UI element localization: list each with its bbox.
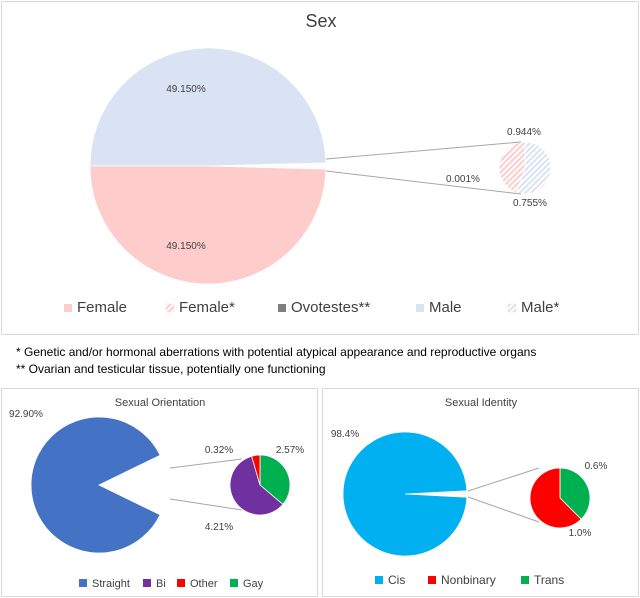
sex-data-label-female: 49.150% bbox=[166, 241, 206, 252]
orientation-connector-top bbox=[169, 458, 243, 469]
orientation-legend-swatch-other bbox=[177, 579, 185, 587]
sex-data-label-ovotestes: 0.001% bbox=[446, 174, 480, 185]
identity-legend-swatch-cis bbox=[375, 576, 383, 584]
identity-legend-label-trans: Trans bbox=[534, 573, 564, 587]
sex-connector-top bbox=[325, 141, 522, 160]
identity-data-label-cis: 98.4% bbox=[331, 429, 359, 440]
sex-chart-panel: Sex 49.150% 49.150% 0.944% 0.001% 0.755% Femal… bbox=[1, 1, 639, 335]
sexual-orientation-chart-panel: Sexual Orientation 92.90% 2.57% 4.21% 0.32% S… bbox=[1, 388, 318, 597]
sexual-identity-pie-chart: Sexual Identity 98.4% 0.6% 1.0% Cis Nonbinary… bbox=[331, 397, 608, 587]
sex-legend-swatch-female-star bbox=[165, 303, 175, 313]
orientation-legend-label-straight: Straight bbox=[92, 578, 130, 590]
orientation-legend-label-bi: Bi bbox=[156, 578, 166, 590]
sex-slice-male-star bbox=[515, 141, 552, 195]
sex-pie-chart: Sex 49.150% 49.150% 0.944% 0.001% 0.755% Femal… bbox=[64, 11, 560, 316]
sex-slice-male bbox=[89, 47, 327, 167]
identity-slice-nonbinary bbox=[529, 467, 582, 529]
identity-connector-bottom bbox=[467, 496, 540, 523]
orientation-slice-straight bbox=[30, 416, 161, 554]
identity-data-label-trans: 0.6% bbox=[585, 461, 608, 472]
identity-legend-swatch-nonbinary bbox=[428, 576, 436, 584]
sex-chart-title: Sex bbox=[305, 11, 336, 31]
sex-slice-female-star bbox=[498, 141, 526, 193]
sex-legend-swatch-female bbox=[64, 304, 72, 312]
identity-slice-cis bbox=[342, 431, 468, 557]
identity-slice-trans bbox=[559, 467, 591, 520]
orientation-chart-title: Sexual Orientation bbox=[115, 397, 206, 409]
sex-slice-female bbox=[89, 165, 327, 285]
identity-legend-label-nonbinary: Nonbinary bbox=[441, 573, 496, 587]
sex-legend-label-female-star: Female* bbox=[179, 299, 235, 316]
sexual-orientation-pie-chart: Sexual Orientation 92.90% 2.57% 4.21% 0.32% S… bbox=[9, 397, 304, 590]
sex-data-label-female-star: 0.755% bbox=[513, 198, 547, 209]
sex-connector-bottom bbox=[325, 170, 522, 195]
orientation-slice-other bbox=[251, 454, 261, 486]
sex-legend-label-male: Male bbox=[429, 299, 462, 316]
orientation-legend-swatch-straight bbox=[79, 579, 87, 587]
sex-legend-swatch-male bbox=[416, 304, 424, 312]
sex-legend-swatch-male-star bbox=[507, 303, 517, 313]
footnote-genetic: * Genetic and/or hormonal aberrations wi… bbox=[16, 345, 537, 359]
sexual-identity-chart-panel: Sexual Identity 98.4% 0.6% 1.0% Cis Nonbinary… bbox=[322, 388, 639, 597]
orientation-legend-swatch-gay bbox=[230, 579, 238, 587]
orientation-data-label-bi: 4.21% bbox=[205, 522, 233, 533]
orientation-data-label-other: 0.32% bbox=[205, 445, 233, 456]
orientation-connector-bottom bbox=[169, 498, 243, 511]
sex-legend-swatch-ovotestes-star-star bbox=[278, 304, 286, 312]
orientation-legend-swatch-bi bbox=[143, 579, 151, 587]
orientation-data-label-straight: 92.90% bbox=[9, 409, 43, 420]
orientation-slice-bi bbox=[229, 455, 284, 516]
sex-data-label-male: 49.150% bbox=[166, 84, 206, 95]
identity-data-label-nonbinary: 1.0% bbox=[569, 528, 592, 539]
sex-data-label-male-star: 0.944% bbox=[507, 127, 541, 138]
sex-legend-label-male-star: Male* bbox=[521, 299, 560, 316]
orientation-data-label-gay: 2.57% bbox=[276, 445, 304, 456]
identity-chart-title: Sexual Identity bbox=[445, 397, 518, 409]
orientation-legend-label-other: Other bbox=[190, 578, 218, 590]
orientation-slice-gay bbox=[259, 454, 291, 505]
sex-legend-label-ovotestes-star-star: Ovotestes** bbox=[291, 299, 370, 316]
identity-legend-swatch-trans bbox=[521, 576, 529, 584]
identity-connector-top bbox=[467, 467, 540, 492]
footnote-ovotestes: ** Ovarian and testicular tissue, potent… bbox=[16, 362, 326, 376]
orientation-legend-label-gay: Gay bbox=[243, 578, 264, 590]
identity-legend-label-cis: Cis bbox=[388, 573, 405, 587]
sex-legend-label-female: Female bbox=[77, 299, 127, 316]
